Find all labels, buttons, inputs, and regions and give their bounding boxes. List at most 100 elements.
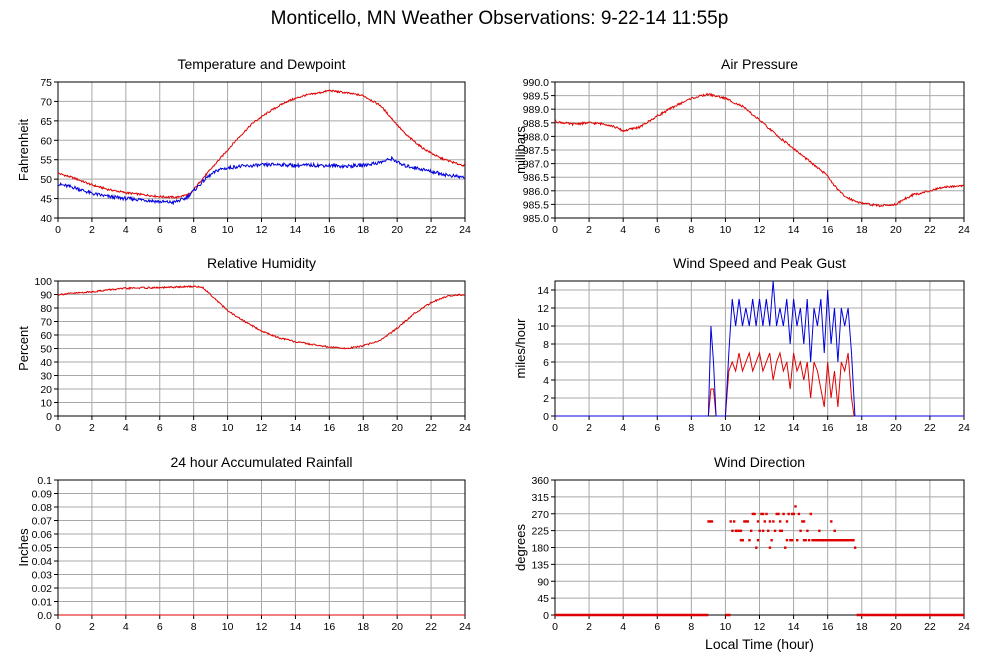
data-point	[818, 539, 821, 542]
x-tick-label: 2	[89, 422, 95, 434]
x-tick-label: 20	[890, 422, 902, 434]
data-point	[767, 529, 770, 533]
x-tick-label: 10	[222, 621, 234, 633]
data-point	[850, 539, 853, 542]
data-point	[804, 539, 807, 542]
data-point	[772, 520, 775, 523]
x-tick-label: 14	[290, 422, 302, 434]
x-tick-label: 0	[55, 224, 61, 236]
y-tick-label: 45	[537, 593, 549, 605]
chart-humidity: 0 2 4 6 8 10 12 14 16 18 20 22 240102030405060708090…	[16, 255, 471, 434]
data-point	[824, 539, 828, 542]
x-tick-label: 6	[654, 621, 660, 633]
data-point	[777, 512, 780, 516]
data-point	[782, 512, 785, 516]
rain-y-axis-label: Inches	[16, 528, 31, 567]
x-tick-label: 22	[425, 621, 437, 633]
x-tick-label: 12	[256, 422, 268, 434]
data-point	[845, 539, 848, 542]
rain-title: 24 hour Accumulated Rainfall	[170, 454, 352, 470]
x-tick-label: 20	[890, 621, 902, 633]
y-tick-label: 0.0	[37, 610, 52, 622]
data-point	[744, 520, 748, 523]
x-tick-label: 24	[958, 621, 970, 633]
x-tick-label: 4	[620, 224, 626, 236]
humidity-series-line	[57, 284, 466, 350]
y-tick-label: 135	[531, 559, 549, 571]
direction-y-axis-label: degrees	[513, 524, 528, 571]
x-tick-label: 16	[822, 621, 834, 633]
data-point	[806, 529, 809, 533]
data-point	[749, 529, 753, 533]
x-tick-label: 20	[391, 224, 403, 236]
y-tick-label: 0.07	[32, 516, 53, 528]
x-tick-label: 24	[958, 224, 970, 236]
data-point	[848, 539, 852, 542]
y-tick-label: 0	[46, 411, 52, 423]
x-tick-label: 24	[459, 621, 471, 633]
data-point	[738, 529, 741, 533]
x-tick-label: 24	[958, 422, 970, 434]
x-tick-label: 2	[89, 224, 95, 236]
x-tick-label: 22	[924, 224, 936, 236]
y-tick-label: 0.01	[32, 597, 53, 609]
data-point	[765, 512, 768, 516]
data-point	[792, 512, 795, 516]
data-point	[785, 539, 789, 542]
y-tick-label: 990.0	[523, 77, 549, 89]
data-point	[746, 520, 749, 523]
y-tick-label: 4	[543, 375, 549, 387]
y-tick-label: 90	[537, 576, 549, 588]
y-tick-label: 0.08	[32, 502, 53, 514]
data-point	[828, 539, 831, 542]
x-tick-label: 10	[720, 422, 732, 434]
temp-title: Temperature and Dewpoint	[177, 56, 345, 72]
data-point	[784, 546, 787, 549]
data-point	[790, 512, 794, 516]
y-tick-label: 60	[40, 135, 52, 147]
x-tick-label: 10	[222, 224, 234, 236]
data-point	[778, 529, 782, 533]
x-tick-label: 16	[323, 422, 335, 434]
y-tick-label: 985.5	[523, 199, 549, 211]
data-point	[710, 520, 714, 523]
data-point	[707, 520, 710, 523]
direction-gridlines	[555, 480, 964, 615]
x-tick-label: 4	[123, 224, 129, 236]
x-tick-label: 22	[425, 224, 437, 236]
x-tick-label: 10	[222, 422, 234, 434]
data-point	[847, 539, 850, 542]
data-point	[734, 529, 738, 533]
x-tick-label: 6	[654, 422, 660, 434]
humidity-title: Relative Humidity	[207, 255, 316, 271]
y-tick-label: 270	[531, 509, 549, 521]
x-tick-label: 12	[256, 621, 268, 633]
data-point	[761, 512, 765, 516]
y-tick-label: 360	[531, 475, 549, 487]
y-tick-label: 987.0	[523, 159, 549, 171]
data-point	[830, 520, 833, 523]
data-point	[729, 520, 732, 523]
y-tick-label: 0	[543, 411, 549, 423]
y-tick-label: 315	[531, 492, 549, 504]
x-tick-label: 4	[123, 621, 129, 633]
data-point	[778, 520, 782, 523]
temp-series-line	[57, 89, 466, 200]
data-point	[755, 546, 758, 549]
pressure-series-line	[554, 92, 965, 208]
x-tick-label: 8	[688, 621, 694, 633]
x-tick-label: 14	[290, 224, 302, 236]
x-tick-label: 2	[89, 621, 95, 633]
x-tick-label: 10	[720, 621, 732, 633]
data-point	[761, 529, 765, 533]
y-tick-label: 50	[40, 174, 52, 186]
data-point	[756, 539, 760, 542]
humidity-y-axis-label: Percent	[16, 326, 31, 371]
data-point	[773, 529, 777, 533]
y-tick-label: 10	[40, 398, 52, 410]
y-tick-label: 0	[543, 610, 549, 622]
y-tick-label: 988.0	[523, 131, 549, 143]
data-point	[814, 539, 818, 542]
data-point	[763, 520, 767, 523]
data-point	[840, 539, 843, 542]
